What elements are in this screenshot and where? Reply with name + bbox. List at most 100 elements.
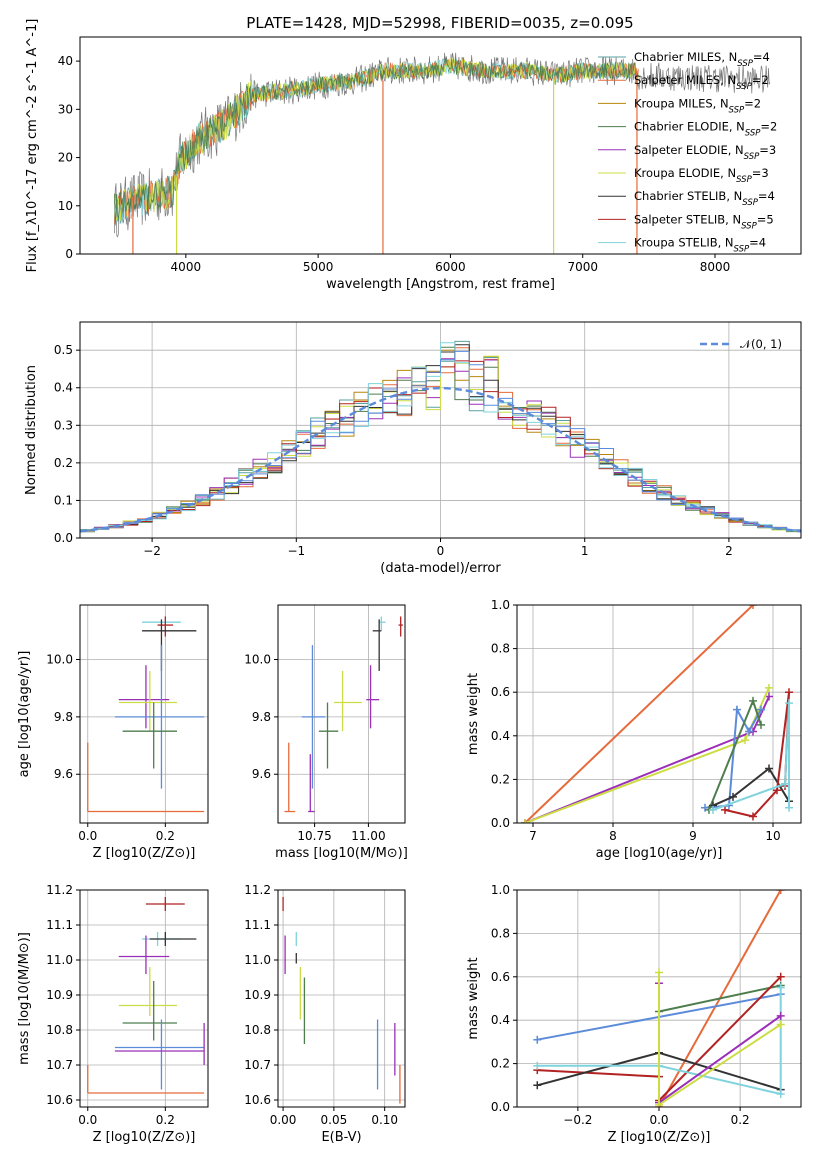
y-tick-label: 10 — [58, 199, 73, 213]
weight-marker — [765, 764, 773, 773]
x-tick-label: 5000 — [303, 260, 334, 274]
y-tick-label: 11.2 — [244, 883, 271, 897]
x-tick-label: 11.00 — [351, 829, 385, 843]
axes-frame — [516, 604, 802, 824]
y-tick-label: 40 — [58, 54, 73, 68]
panel-mass-vs-Z: 0.0 0.2 10.6 10.7 10.8 10.9 11.0 11.1 11.2 Z [log… — [17, 883, 209, 1145]
y-tick-label: 0.0 — [54, 531, 73, 545]
x-axis-label: E(B-V) — [321, 1130, 361, 1145]
y-tick-label: 0.4 — [491, 729, 510, 743]
x-tick-label: 0.2 — [731, 1113, 750, 1127]
plot-area — [521, 605, 793, 823]
y-tick-label: 11.1 — [46, 918, 73, 932]
y-axis-label: mass weight — [466, 673, 481, 755]
y-tick-label: 9.6 — [252, 767, 271, 781]
x-axis-label: (data-model)/error — [380, 561, 501, 576]
y-tick-label: 1.0 — [491, 883, 510, 897]
legend-label: Chabrier STELIB, NSSP=4 — [634, 189, 775, 208]
x-tick-label: 0 — [437, 544, 445, 558]
plot-area — [282, 897, 401, 1104]
y-tick-label: 0.2 — [54, 456, 73, 470]
panel-spectrum: 4000 5000 6000 7000 8000 0 10 20 30 40 wavelength … — [25, 19, 802, 292]
axes-frame — [79, 604, 209, 824]
y-axis-label: Normed distribution — [24, 365, 39, 495]
y-tick-label: 10.6 — [46, 1093, 73, 1107]
weight-marker — [765, 683, 773, 692]
x-tick-label: −1 — [287, 544, 305, 558]
y-tick-label: 11.2 — [46, 883, 73, 897]
weight-marker — [757, 705, 765, 714]
panel-mass-weight-vs-age: 7 8 9 10 0.0 0.2 0.4 0.6 0.8 1.0 age [log10(age/yr… — [466, 598, 802, 861]
x-axis-label: Z [log10(Z/Z⊙)] — [93, 1130, 196, 1145]
weight-line — [524, 605, 754, 823]
spectrum-line — [114, 57, 639, 221]
y-tick-label: 0.5 — [54, 343, 73, 357]
weight-marker — [733, 705, 741, 714]
weight-marker — [655, 968, 663, 977]
legend-label: Chabrier ELODIE, NSSP=2 — [634, 120, 777, 139]
plot-area — [114, 52, 771, 254]
weight-marker — [741, 736, 749, 745]
weight-marker — [655, 1100, 663, 1107]
y-tick-label: 1.0 — [491, 598, 510, 612]
spectrum-line — [114, 57, 639, 226]
panel-mass-vs-ebv: 0.00 0.05 0.10 10.6 10.7 10.8 10.9 11.0 11.1 11.2… — [244, 883, 406, 1145]
y-tick-label: 10.0 — [244, 653, 271, 667]
histogram-step — [80, 355, 801, 532]
y-axis-label: mass weight — [466, 957, 481, 1039]
weight-marker — [709, 805, 717, 814]
weight-marker — [721, 805, 729, 814]
weight-marker — [765, 692, 773, 701]
y-tick-label: 9.8 — [252, 710, 271, 724]
x-axis-label: wavelength [Angstrom, rest frame] — [326, 277, 555, 292]
weight-marker — [749, 605, 757, 609]
plot-area — [533, 890, 785, 1107]
y-tick-label: 0.8 — [491, 642, 510, 656]
x-tick-label: 0.0 — [649, 1113, 668, 1127]
x-tick-label: 7000 — [567, 260, 598, 274]
legend-label: Kroupa ELODIE, NSSP=3 — [634, 166, 769, 185]
axes-frame — [79, 321, 802, 539]
x-tick-label: 6000 — [435, 260, 466, 274]
x-axis-label: mass [log10(M/M⊙)] — [275, 846, 408, 861]
panel-mass-weight-vs-Z: −0.2 0.0 0.2 0.0 0.2 0.4 0.6 0.8 1.0 Z [log10(Z/Z… — [466, 883, 802, 1145]
legend-label: Chabrier MILES, NSSP=4 — [634, 50, 770, 69]
x-axis-label: Z [log10(Z/Z⊙)] — [93, 846, 196, 861]
x-tick-label: 0.00 — [270, 1113, 297, 1127]
weight-marker — [785, 699, 793, 708]
y-tick-label: 0 — [65, 247, 73, 261]
weight-marker — [776, 1011, 785, 1020]
y-tick-label: 0.4 — [54, 381, 73, 395]
y-tick-label: 0.0 — [491, 1100, 510, 1114]
panel-age-vs-Z: 0.0 0.2 9.6 9.8 10.0 Z [log10(Z/Z⊙)] age [log1… — [17, 604, 209, 861]
y-tick-label: 0.4 — [491, 1013, 510, 1027]
y-tick-label: 0.1 — [54, 493, 73, 507]
y-tick-label: 10.8 — [46, 1023, 73, 1037]
y-tick-label: 9.8 — [54, 710, 73, 724]
x-tick-label: 0.0 — [78, 829, 97, 843]
weight-marker — [785, 803, 793, 812]
legend-label: Kroupa STELIB, NSSP=4 — [634, 236, 766, 255]
axes-frame — [79, 889, 209, 1108]
y-tick-label: 0.6 — [491, 970, 510, 984]
x-tick-label: 0.2 — [156, 829, 175, 843]
y-tick-label: 10.9 — [244, 988, 271, 1002]
x-tick-label: −0.2 — [563, 1113, 592, 1127]
y-tick-label: 0.2 — [491, 772, 510, 786]
y-tick-label: 9.6 — [54, 767, 73, 781]
plot-area — [80, 340, 801, 533]
panel-residuals: −2 −1 0 1 2 0.0 0.1 0.2 0.3 0.4 0.5 (data-model)/er… — [24, 321, 802, 576]
axes-frame — [79, 36, 802, 255]
weight-marker — [533, 1081, 542, 1090]
legend-label: 𝒩(0, 1) — [740, 337, 782, 351]
y-tick-label: 11.0 — [46, 953, 73, 967]
weight-line — [712, 767, 790, 807]
y-tick-label: 10.7 — [244, 1058, 271, 1072]
x-tick-label: 0.0 — [78, 1113, 97, 1127]
x-tick-label: 0.10 — [371, 1113, 398, 1127]
x-tick-label: 8000 — [700, 260, 731, 274]
plot-area — [87, 897, 205, 1094]
weight-marker — [776, 972, 785, 981]
weight-marker — [781, 779, 789, 788]
